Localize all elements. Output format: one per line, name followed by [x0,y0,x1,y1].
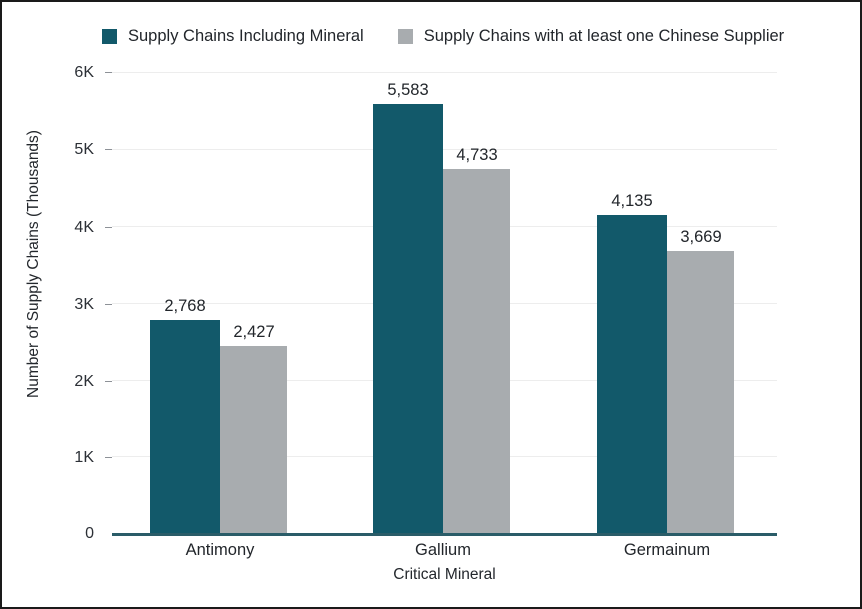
x-axis-title: Critical Mineral [393,566,496,583]
chart-legend: Supply Chains Including Mineral Supply C… [102,24,784,48]
y-tick-label-1k: 1K [74,449,94,466]
x-tick-label-germainum: Germainum [623,541,711,559]
plot-area: 2,768 2,427 5,583 4,733 4,135 3,669 [112,72,777,533]
y-tick-label-2k: 2K [74,373,94,390]
y-axis-title: Number of Supply Chains (Thousands) [25,130,42,398]
bar-value-germainum-primary: 4,135 [611,192,653,210]
legend-item-secondary[interactable]: Supply Chains with at least one Chinese … [397,26,785,45]
y-tick-label-0: 0 [85,525,94,542]
legend-label-primary: Supply Chains Including Mineral [128,26,364,45]
legend-swatch-primary [102,28,117,44]
bar-value-germainum-secondary: 3,669 [680,228,722,246]
legend-item-primary[interactable]: Supply Chains Including Mineral [102,28,364,45]
y-tick-label-3k: 3K [74,296,94,313]
legend-label-secondary: Supply Chains with at least one Chinese … [423,26,785,45]
y-tick-mark-1k [105,457,112,458]
y-tick-label-4k: 4K [74,219,94,236]
bar-germainum-secondary[interactable] [667,251,734,533]
gridline-5k [112,149,777,150]
y-tick-mark-2k [105,381,112,382]
bar-gallium-primary[interactable] [373,104,443,533]
gridline-6k [112,72,777,73]
y-tick-mark-4k [105,227,112,228]
legend-swatch-secondary [397,28,413,44]
bar-antimony-secondary[interactable] [220,346,287,533]
y-tick-mark-3k [105,304,112,305]
bar-gallium-secondary[interactable] [443,169,510,533]
bar-antimony-primary[interactable] [150,320,220,533]
x-tick-label-antimony: Antimony [185,541,255,559]
y-tick-label-6k: 6K [74,64,94,81]
y-tick-mark-6k [105,72,112,73]
y-tick-label-5k: 5K [74,141,94,158]
x-tick-label-gallium: Gallium [415,541,471,559]
y-axis: 6K 5K 4K 3K 2K 1K 0 Number of Supply Cha… [2,2,112,607]
bar-value-antimony-primary: 2,768 [164,297,206,315]
y-tick-mark-5k [105,149,112,150]
bar-value-gallium-secondary: 4,733 [456,146,498,164]
bar-value-antimony-secondary: 2,427 [233,323,275,341]
x-axis-line [112,533,777,536]
bar-value-gallium-primary: 5,583 [387,81,429,99]
bar-germainum-primary[interactable] [597,215,667,533]
